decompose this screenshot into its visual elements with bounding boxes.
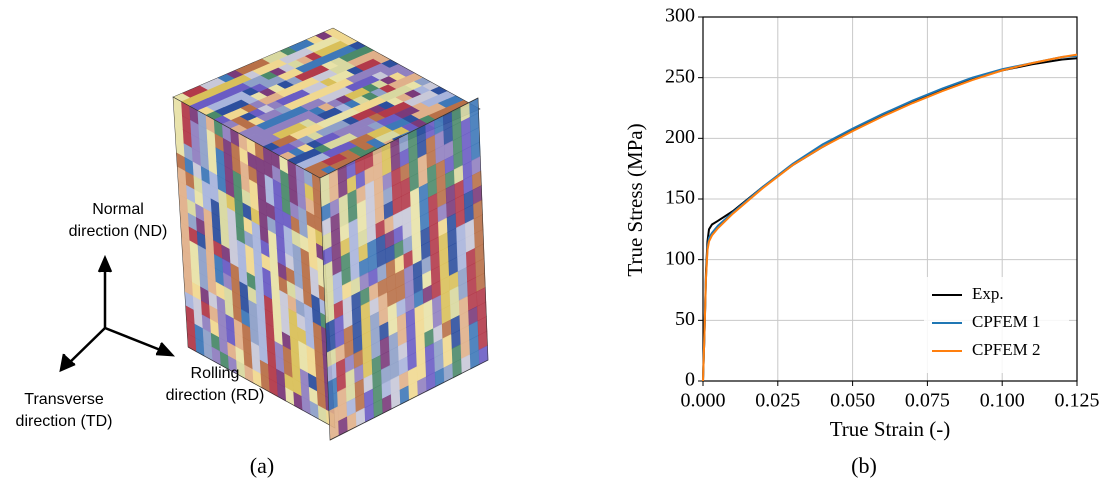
y-tick-label: 250	[665, 65, 695, 87]
legend-label: Exp.	[972, 284, 1004, 303]
caption: (b)	[851, 453, 877, 478]
y-tick-label: 100	[665, 247, 695, 269]
y-tick-label: 200	[665, 126, 695, 148]
y-tick-label: 300	[665, 5, 695, 27]
nd-label: Normal	[92, 201, 144, 218]
x-tick-label: 0.075	[905, 390, 950, 412]
y-tick-label: 150	[665, 187, 695, 209]
td-label: direction (TD)	[16, 413, 113, 430]
x-tick-label: 0.125	[1055, 390, 1100, 412]
x-tick-label: 0.050	[830, 390, 875, 412]
y-tick-label: 0	[685, 369, 695, 391]
axes-arrows	[61, 258, 172, 370]
x-axis-label: True Strain (-)	[830, 417, 951, 441]
rd-label: Rolling	[191, 365, 240, 382]
rd-label: direction (RD)	[166, 387, 265, 404]
td-label: Transverse	[24, 391, 104, 408]
arrow-head	[99, 258, 111, 272]
figure: Normal direction (ND) Rolling direction …	[0, 0, 1107, 489]
legend-label: CPFEM 1	[972, 312, 1041, 331]
arrow-head	[156, 343, 172, 355]
x-tick-label: 0.100	[980, 390, 1025, 412]
legend-label: CPFEM 2	[972, 340, 1041, 359]
plot: 0.000 0.025 0.050 0.075 0.100 0.125 0 50 100 150 2…	[665, 5, 1100, 412]
caption: (a)	[250, 453, 274, 478]
arrow-td	[66, 328, 105, 366]
x-tick-label: 0.000	[681, 390, 726, 412]
y-tick-label: 50	[675, 308, 695, 330]
arrow-head	[61, 354, 75, 370]
y-axis-label: True Stress (MPa)	[623, 123, 647, 276]
nd-label: direction (ND)	[69, 223, 168, 240]
x-tick-label: 0.025	[755, 390, 800, 412]
